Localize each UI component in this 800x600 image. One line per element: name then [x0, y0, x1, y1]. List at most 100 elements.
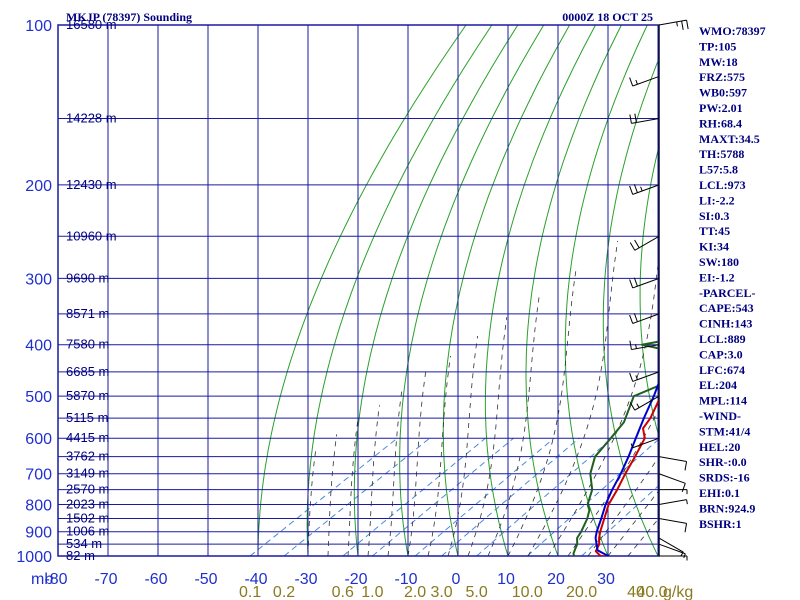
moist-adiabat — [587, 456, 659, 556]
pressure-label: 700 — [25, 467, 52, 484]
wind-barb-flag — [629, 114, 632, 124]
dry-adiabat — [257, 25, 467, 556]
index-value: MAXT:34.5 — [699, 132, 760, 146]
wind-barb-flag — [633, 184, 638, 193]
moist-adiabat — [547, 253, 659, 556]
temperature-tick-label: 20 — [547, 571, 565, 588]
dry-adiabat — [639, 144, 659, 439]
wind-barb — [658, 456, 687, 463]
index-value: CINH:143 — [699, 317, 752, 331]
wind-barb-flag — [686, 20, 689, 30]
pressure-label: 1000 — [16, 549, 52, 566]
temperature-trace — [594, 397, 659, 556]
mixing-ratio-unit-label: g/kg — [663, 584, 693, 600]
moist-adiabat — [387, 389, 403, 556]
wind-barb-flag — [629, 77, 634, 87]
pressure-label: 100 — [25, 18, 52, 35]
index-value: EHI:0.1 — [699, 486, 740, 500]
mixing-ratio-line — [414, 437, 555, 556]
index-value: MPL:114 — [699, 394, 747, 408]
index-value: LCL:973 — [699, 178, 746, 192]
temperature-tick-label: 30 — [597, 571, 615, 588]
temperature-tick-label: 10 — [497, 571, 515, 588]
height-label: 7580 m — [66, 337, 109, 352]
moist-adiabat — [607, 489, 659, 556]
wind-barb-flag — [636, 403, 640, 408]
chart-title: MKJP (78397) Sounding — [66, 10, 192, 24]
wind-barb-flag — [635, 344, 637, 349]
wind-barb-flag — [640, 186, 643, 192]
index-value: KI:34 — [699, 240, 729, 254]
wind-barb-flag — [629, 279, 634, 289]
index-value: EL:204 — [699, 378, 737, 392]
mixing-ratio-label: 5.0 — [465, 584, 487, 600]
index-value: BRN:924.9 — [699, 501, 755, 515]
wind-barb-flag — [634, 113, 637, 123]
index-value: -WIND- — [699, 409, 741, 423]
wind-barb-flag — [633, 277, 638, 287]
temperature-tick-label: 0 — [452, 571, 461, 588]
index-value: BSHR:1 — [699, 517, 742, 531]
index-value: TT:45 — [699, 224, 730, 238]
pressure-label: 800 — [25, 498, 52, 515]
valid-time: 0000Z 18 OCT 25 — [562, 10, 653, 24]
temperature-tick-label: -70 — [94, 571, 117, 588]
index-value: TP:105 — [699, 39, 736, 53]
mixing-ratio-line — [441, 437, 580, 556]
mixing-ratio-label: 10.0 — [512, 584, 543, 600]
wind-barb-flag — [686, 499, 688, 505]
temperature-tick-label: -80 — [44, 571, 67, 588]
wind-barb-flag — [684, 461, 688, 471]
wind-barb — [658, 499, 687, 506]
wind-barb-flag — [633, 313, 638, 322]
wind-barb-flag — [629, 242, 636, 251]
index-value: LI:-2.2 — [699, 193, 735, 207]
height-label: 10960 m — [66, 228, 117, 243]
height-label: 3149 m — [66, 466, 109, 481]
dry-adiabat — [442, 25, 571, 556]
mixing-ratio-label: 0.1 — [239, 584, 261, 600]
moist-adiabat — [467, 317, 508, 556]
height-label: 3762 m — [66, 449, 109, 464]
height-label: 16580 m — [66, 17, 117, 32]
moist-adiabats — [307, 240, 659, 556]
height-label: 2023 m — [66, 497, 109, 512]
temperature-tick-label: -10 — [394, 571, 417, 588]
index-value: MW:18 — [699, 55, 738, 69]
index-value: CAP:3.0 — [699, 347, 743, 361]
wind-barb-flag — [676, 21, 678, 27]
dry-adiabat — [399, 25, 545, 556]
wind-barb-flag — [629, 340, 632, 350]
wind-barb — [632, 437, 660, 449]
wind-barb-flag — [681, 20, 684, 30]
index-value: CAPE:543 — [699, 301, 754, 315]
wind-barb-flag — [634, 239, 640, 249]
temperature-tick-label: -60 — [144, 571, 167, 588]
index-value: LFC:674 — [699, 363, 745, 377]
wind-barb-flag — [681, 483, 686, 492]
mixing-ratio-label: 1.0 — [361, 584, 383, 600]
wind-barb-flag — [629, 402, 636, 411]
wind-barb-flag — [635, 79, 638, 85]
height-label: 2570 m — [66, 482, 109, 497]
pressure-label: 300 — [25, 271, 52, 288]
pressure-label: 600 — [25, 431, 52, 448]
index-value: WMO:78397 — [699, 24, 766, 38]
index-value: EI:-1.2 — [699, 270, 735, 284]
wind-barb — [658, 537, 684, 553]
mixing-ratio-label: 2.0 — [404, 584, 426, 600]
wind-barb-flag — [630, 443, 634, 448]
wind-barb-flag — [629, 314, 634, 324]
pressure-label: 900 — [25, 525, 52, 542]
index-value: SI:0.3 — [699, 209, 729, 223]
height-label: 5115 m — [66, 410, 108, 425]
index-value: LCL:889 — [699, 332, 746, 346]
height-label: 5870 m — [66, 388, 109, 403]
height-label: 1502 m — [66, 511, 109, 526]
index-value: RH:68.4 — [699, 116, 742, 130]
wind-barb-flag — [680, 551, 684, 557]
height-label: 14228 m — [66, 111, 117, 126]
